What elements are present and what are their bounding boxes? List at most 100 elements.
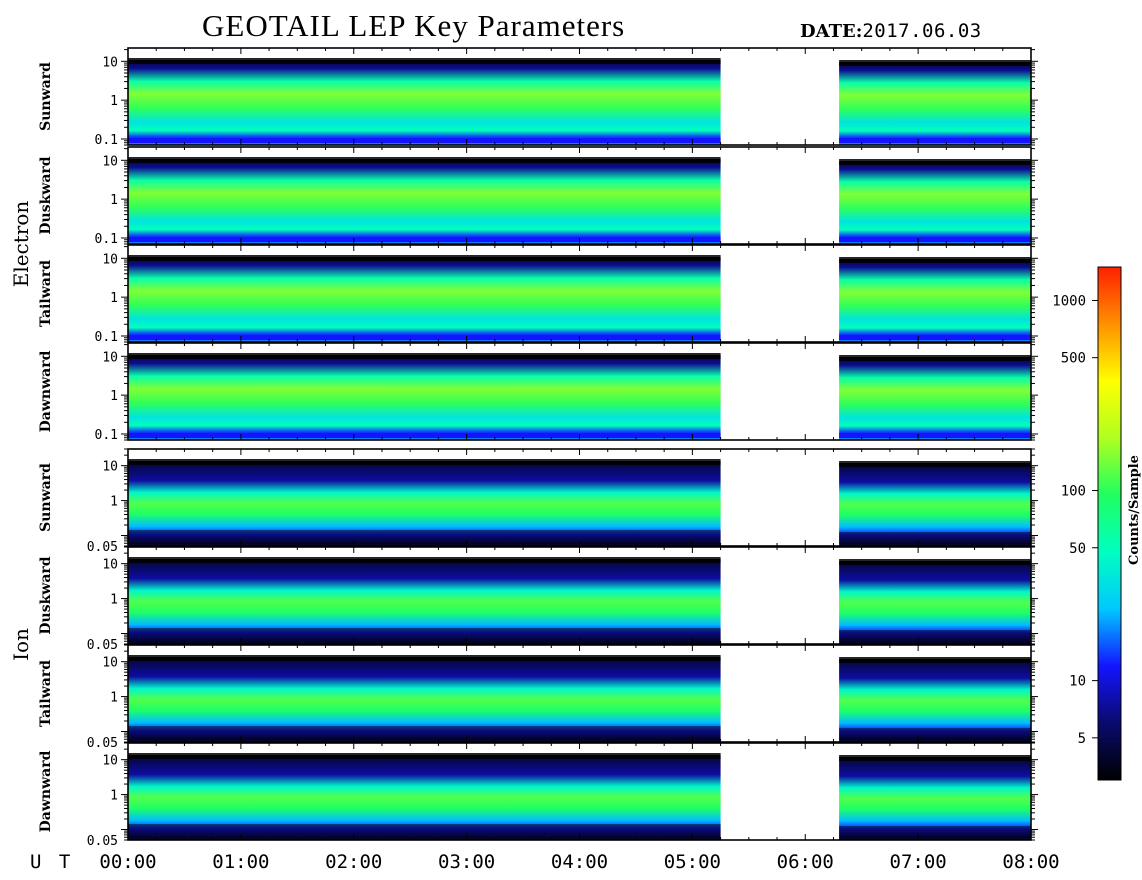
panel-label: Dawnward	[38, 350, 54, 432]
y-tick-label: 1	[110, 691, 118, 706]
panel-ion-sunward: 10 1 0.05 Sunward	[38, 448, 1038, 555]
x-tick-label: 07:00	[890, 851, 947, 873]
y-tick-label: 0.05	[87, 540, 118, 555]
y-tick-label: 0.05	[87, 638, 118, 653]
spectrum-block-pre-gap	[128, 355, 721, 440]
panel-label: Tailward	[38, 660, 54, 727]
date-value: 2017.06.03	[862, 20, 982, 42]
x-tick-label: 05:00	[664, 851, 721, 873]
panel-label: Tailward	[38, 260, 54, 327]
noise-fringe	[839, 461, 1031, 467]
noise-fringe	[128, 255, 721, 261]
group-label-ion: Ion	[9, 628, 33, 661]
x-tick-label: 02:00	[325, 851, 382, 873]
spectrum-block-pre-gap	[128, 257, 721, 342]
spectrum-block-pre-gap	[128, 159, 721, 244]
low-energy-band	[839, 335, 1031, 340]
noise-fringe	[839, 657, 1031, 663]
low-energy-band	[839, 433, 1031, 438]
colorbar: 1000 500 100 50 10 5 Counts/Sample	[1052, 266, 1142, 781]
low-energy-band	[839, 826, 1031, 838]
noise-fringe	[128, 557, 721, 563]
y-tick-label: 0.05	[87, 834, 118, 849]
colorbar-tick-label: 5	[1078, 731, 1086, 747]
y-tick-label: 10	[102, 55, 118, 70]
colorbar-tick-label: 10	[1069, 674, 1086, 690]
low-energy-band	[128, 335, 721, 340]
date-label: DATE:	[800, 21, 863, 42]
y-tick-label: 10	[102, 154, 118, 169]
noise-fringe	[128, 655, 721, 661]
panel-label: Duskward	[38, 556, 54, 634]
panel-label: Dawnward	[38, 750, 54, 832]
colorbar-tick-label: 50	[1069, 541, 1086, 557]
noise-fringe	[839, 257, 1031, 263]
y-tick-label: 1	[110, 193, 118, 208]
low-energy-band	[128, 726, 721, 740]
colorbar-tick-label: 100	[1061, 484, 1086, 500]
x-tick-label: 04:00	[551, 851, 608, 873]
x-tick-label: 03:00	[438, 851, 495, 873]
colorbar-scale	[1097, 266, 1122, 781]
y-tick-label: 0.05	[87, 736, 118, 751]
panel-ion-duskward: 10 1 0.05 Duskward	[38, 546, 1038, 653]
y-tick-label: 0.1	[95, 330, 118, 345]
panel-ion-tailward: 10 1 0.05 Tailward	[38, 644, 1038, 751]
colorbar-tick-label: 1000	[1052, 293, 1086, 309]
x-tick-label: 06:00	[777, 851, 834, 873]
panel-label: Sunward	[38, 62, 54, 131]
low-energy-band	[128, 628, 721, 642]
low-energy-band	[128, 237, 721, 242]
noise-fringe	[839, 159, 1031, 165]
colorbar-label: Counts/Sample	[1127, 455, 1142, 565]
y-tick-label: 10	[102, 754, 118, 769]
spectrum-block-post-gap	[839, 357, 1031, 440]
noise-fringe	[128, 459, 721, 465]
noise-fringe	[839, 60, 1031, 66]
panel-electron-sunward: 10 1 0.1 Sunward	[38, 47, 1038, 148]
y-tick-label: 1	[110, 789, 118, 804]
panel-electron-duskward: 10 1 0.1 Duskward	[38, 146, 1038, 247]
y-tick-label: 10	[102, 656, 118, 671]
spectrum-block-post-gap	[839, 259, 1031, 342]
y-tick-label: 1	[110, 495, 118, 510]
y-tick-label: 1	[110, 389, 118, 404]
y-tick-label: 1	[110, 291, 118, 306]
low-energy-band	[128, 824, 721, 838]
y-tick-label: 0.1	[95, 133, 118, 148]
panel-electron-dawnward: 10 1 0.1 Dawnward	[38, 342, 1038, 443]
noise-fringe	[128, 58, 721, 64]
y-tick-label: 1	[110, 94, 118, 109]
x-axis: U T 00:00 01:00 02:00 03:00 04:00 05:00 06:00 07…	[30, 851, 1060, 873]
panel-label: Duskward	[38, 156, 54, 234]
y-tick-label: 10	[102, 252, 118, 267]
y-tick-label: 0.1	[95, 428, 118, 443]
noise-fringe	[128, 753, 721, 759]
y-tick-label: 10	[102, 350, 118, 365]
spectrum-block-post-gap	[839, 161, 1031, 244]
low-energy-band	[839, 237, 1031, 242]
spectrum-block-pre-gap	[128, 60, 721, 145]
panel-label: Sunward	[38, 463, 54, 532]
low-energy-band	[839, 728, 1031, 740]
noise-fringe	[128, 157, 721, 163]
noise-fringe	[128, 353, 721, 359]
panel-electron-tailward: 10 1 0.1 Tailward	[38, 244, 1038, 345]
date-stamp: DATE:2017.06.03	[800, 20, 982, 42]
x-tick-label: 00:00	[99, 851, 156, 873]
x-tick-label: 08:00	[1002, 851, 1059, 873]
spectrum-block-post-gap	[839, 62, 1031, 145]
panel-ion-dawnward: 10 1 0.05 Dawnward	[38, 742, 1038, 849]
y-tick-label: 1	[110, 593, 118, 608]
low-energy-band	[128, 530, 721, 544]
noise-fringe	[839, 755, 1031, 761]
x-tick-label: 01:00	[212, 851, 269, 873]
chart-title: GEOTAIL LEP Key Parameters	[202, 8, 626, 43]
colorbar-tick-label: 500	[1061, 351, 1086, 367]
x-axis-prefix: U T	[30, 851, 73, 873]
y-tick-label: 10	[102, 558, 118, 573]
noise-fringe	[839, 559, 1031, 565]
noise-fringe	[839, 355, 1031, 361]
y-tick-label: 10	[102, 460, 118, 475]
